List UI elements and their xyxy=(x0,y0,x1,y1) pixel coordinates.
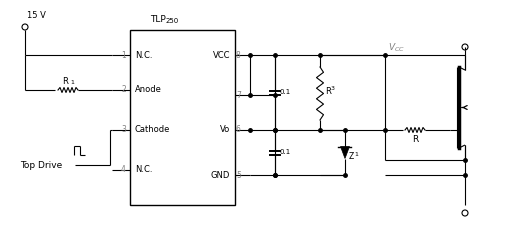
Text: 1: 1 xyxy=(354,152,357,157)
Text: 5: 5 xyxy=(235,171,240,179)
Text: TLP: TLP xyxy=(149,15,166,24)
Polygon shape xyxy=(340,147,349,158)
Text: Z: Z xyxy=(348,152,354,161)
Text: N.C.: N.C. xyxy=(135,165,152,175)
Text: 2: 2 xyxy=(121,86,126,95)
Text: 8: 8 xyxy=(235,51,240,59)
Text: N.C.: N.C. xyxy=(135,51,152,59)
Text: 0.1: 0.1 xyxy=(279,149,291,155)
Text: 6: 6 xyxy=(235,126,240,134)
Text: Top Drive: Top Drive xyxy=(20,161,62,169)
Bar xyxy=(130,30,234,205)
Text: 3: 3 xyxy=(121,126,126,134)
Text: R: R xyxy=(411,136,417,144)
Text: 1: 1 xyxy=(70,79,74,85)
Text: Vo: Vo xyxy=(219,126,230,134)
Text: 15 V: 15 V xyxy=(27,11,46,20)
Text: 0.1: 0.1 xyxy=(279,89,291,95)
Text: Anode: Anode xyxy=(135,86,162,95)
Text: VCC: VCC xyxy=(212,51,230,59)
Text: 3: 3 xyxy=(330,86,334,92)
Text: $V_{CC}$: $V_{CC}$ xyxy=(387,42,404,54)
Text: Cathode: Cathode xyxy=(135,126,170,134)
Text: 7: 7 xyxy=(235,90,240,99)
Text: 250: 250 xyxy=(166,18,179,24)
Text: R: R xyxy=(62,78,68,86)
Text: 1: 1 xyxy=(121,51,126,59)
Text: GND: GND xyxy=(210,171,230,179)
Text: R: R xyxy=(324,88,330,96)
Text: 4: 4 xyxy=(121,165,126,175)
